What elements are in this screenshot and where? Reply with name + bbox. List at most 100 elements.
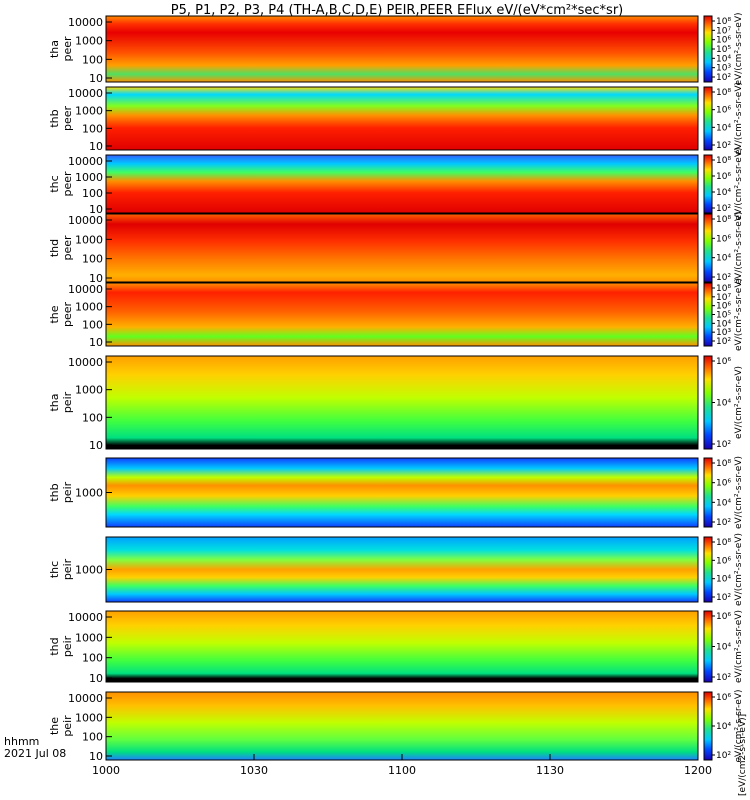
panel-label: thepeir — [48, 715, 74, 737]
y-tick-label: 1000 — [75, 105, 103, 118]
colorbar — [703, 355, 713, 450]
panel-spectrogram — [106, 356, 698, 449]
colorbar-tick-label: 10⁴ — [716, 498, 731, 508]
panel-spectrogram — [106, 283, 698, 346]
panel-spectrogram — [106, 692, 698, 760]
panel-spectrogram — [106, 458, 698, 527]
colorbar-tick-label: 10⁵ — [716, 45, 731, 55]
y-tick-label: 10 — [89, 272, 103, 285]
colorbar-tick-label: 10⁶ — [716, 36, 731, 46]
colorbar-tick-label: 10⁶ — [716, 302, 731, 312]
y-tick-label: 100 — [82, 652, 103, 665]
colorbar-tick-label: 10³ — [716, 328, 731, 338]
y-tick-label: 10000 — [68, 283, 103, 296]
colorbar-tick-label: 10⁴ — [716, 643, 731, 653]
colorbar-label: eV/(cm²-s-sr-eV) — [734, 147, 744, 220]
panel-frame — [105, 610, 699, 683]
y-tick-label: 1000 — [75, 487, 103, 500]
y-tick-label: 1000 — [75, 171, 103, 184]
y-tick-label: 10000 — [68, 16, 103, 29]
panel-spectrogram — [106, 16, 698, 82]
panel-frame — [105, 282, 699, 347]
y-tick-label: 10 — [89, 72, 103, 85]
colorbar-tick-label: 10⁴ — [716, 188, 731, 198]
panel-label: thcpeir — [48, 558, 74, 580]
colorbar — [703, 610, 713, 683]
x-axis: 1000 1030 1100 1130 1200 — [92, 754, 712, 777]
y-tick-label: 1000 — [75, 35, 103, 48]
colorbar — [703, 457, 713, 528]
y-tick-label: 1000 — [75, 384, 103, 397]
panel-tha-peer: 10000 1000 100 10 thapeer 10⁸10⁷10⁶10⁵10⁴10³1… — [48, 12, 744, 85]
y-tick-label: 10000 — [68, 692, 103, 705]
panel-label: thbpeer — [48, 106, 74, 132]
y-tick-label: 10 — [89, 750, 103, 763]
panel-label: thapeir — [48, 391, 74, 413]
panel-tha-peir: 10000 1000 100 10 thapeir 10⁶ 10⁴ 10²eV/(cm²-s-… — [48, 355, 744, 452]
colorbar-tick-label: 10⁸ — [716, 538, 731, 548]
y-tick-label: 100 — [82, 318, 103, 331]
colorbar-tick-label: 10⁸ — [716, 17, 731, 27]
colorbar-label: eV/(cm²-s-sr-eV) — [734, 533, 744, 606]
colorbar-tick-label: 10² — [716, 337, 731, 347]
colorbar-tick-label: 10² — [716, 204, 731, 214]
panel-thd-peir: 10000 1000 100 10 thdpeir 10⁶ 10⁴ 10² eV/(cm²-s-… — [48, 610, 744, 685]
colorbar-tick-label: 10⁷ — [716, 293, 731, 303]
colorbar-tick-label: 10² — [716, 273, 731, 283]
y-tick-label: 1000 — [75, 631, 103, 644]
y-tick-label: 10 — [89, 439, 103, 452]
colorbar-tick-label: 10⁷ — [716, 26, 731, 36]
colorbar-tick-label: 10⁴ — [716, 319, 731, 329]
colorbar — [703, 536, 713, 603]
y-tick-label: 10000 — [68, 356, 103, 369]
panel-thb-peer: 10000 1000 100 10 thbpeer 10⁸ 10⁶ 10⁴ 10² eV/(cm²… — [48, 82, 744, 155]
colorbar-tick-label: 10⁴ — [716, 722, 731, 732]
y-tick-label: 100 — [82, 411, 103, 424]
colorbar-tick-label: 10² — [716, 518, 731, 528]
colorbar-tick-label: 10² — [716, 73, 731, 83]
colorbar-tick-label: 10⁶ — [716, 357, 731, 367]
y-tick-label: 10 — [89, 140, 103, 153]
y-tick-label: 10000 — [68, 155, 103, 168]
colorbar-tick-label: 10⁴ — [716, 54, 731, 64]
colorbar-tick-label: 10² — [716, 440, 731, 450]
colorbar-tick-label: 10⁴ — [716, 399, 731, 409]
panel-frame — [105, 86, 699, 151]
panels-group: 10000100010010thapeer10⁸10⁷10⁶10⁵10⁴10³1… — [48, 12, 744, 763]
colorbar-tick-label: 10⁵ — [716, 311, 731, 321]
panel-spectrogram — [106, 214, 698, 282]
colorbar-tick-label: 10⁸ — [716, 156, 731, 166]
y-tick-label: 100 — [82, 53, 103, 66]
x-tick-label: 1030 — [240, 764, 268, 777]
colorbar-tick-label: 10² — [716, 593, 731, 603]
panel-label: thepeer — [48, 302, 74, 328]
x-tick-label: 1100 — [388, 764, 416, 777]
y-tick-label: 100 — [82, 122, 103, 135]
panel-spectrogram — [106, 611, 698, 682]
panel-label: thdpeer — [48, 235, 74, 261]
colorbar-label: eV/(cm²-s-sr-eV) — [734, 211, 744, 284]
colorbar-label: eV/(cm²-s-sr-eV) — [734, 82, 744, 155]
y-tick-label: 10 — [89, 672, 103, 685]
colorbar-tick-label: 10⁸ — [716, 284, 731, 294]
colorbar-tick-label: 10⁶ — [716, 172, 731, 182]
colorbar — [703, 691, 713, 761]
panel-spectrogram — [106, 155, 698, 213]
y-tick-label: 10000 — [68, 611, 103, 624]
colorbar-tick-label: 10⁶ — [716, 556, 731, 566]
panel-frame — [105, 213, 699, 283]
colorbar-label: eV/(cm²-s-sr-eV) — [734, 278, 744, 351]
y-tick-label: 100 — [82, 731, 103, 744]
colorbar-tick-label: 10⁸ — [716, 88, 731, 98]
colorbar-tick-label: 10⁸ — [716, 215, 731, 225]
colorbar-tick-label: 10² — [716, 141, 731, 151]
colorbar-tick-label: 10⁶ — [716, 693, 731, 703]
y-tick-label: 10000 — [68, 87, 103, 100]
x-label-line-2: 2021 Jul 08 — [4, 747, 66, 760]
panel-spectrogram — [106, 87, 698, 150]
colorbar-tick-label: 10⁴ — [716, 575, 731, 585]
colorbar — [703, 282, 713, 347]
colorbar — [703, 15, 713, 83]
